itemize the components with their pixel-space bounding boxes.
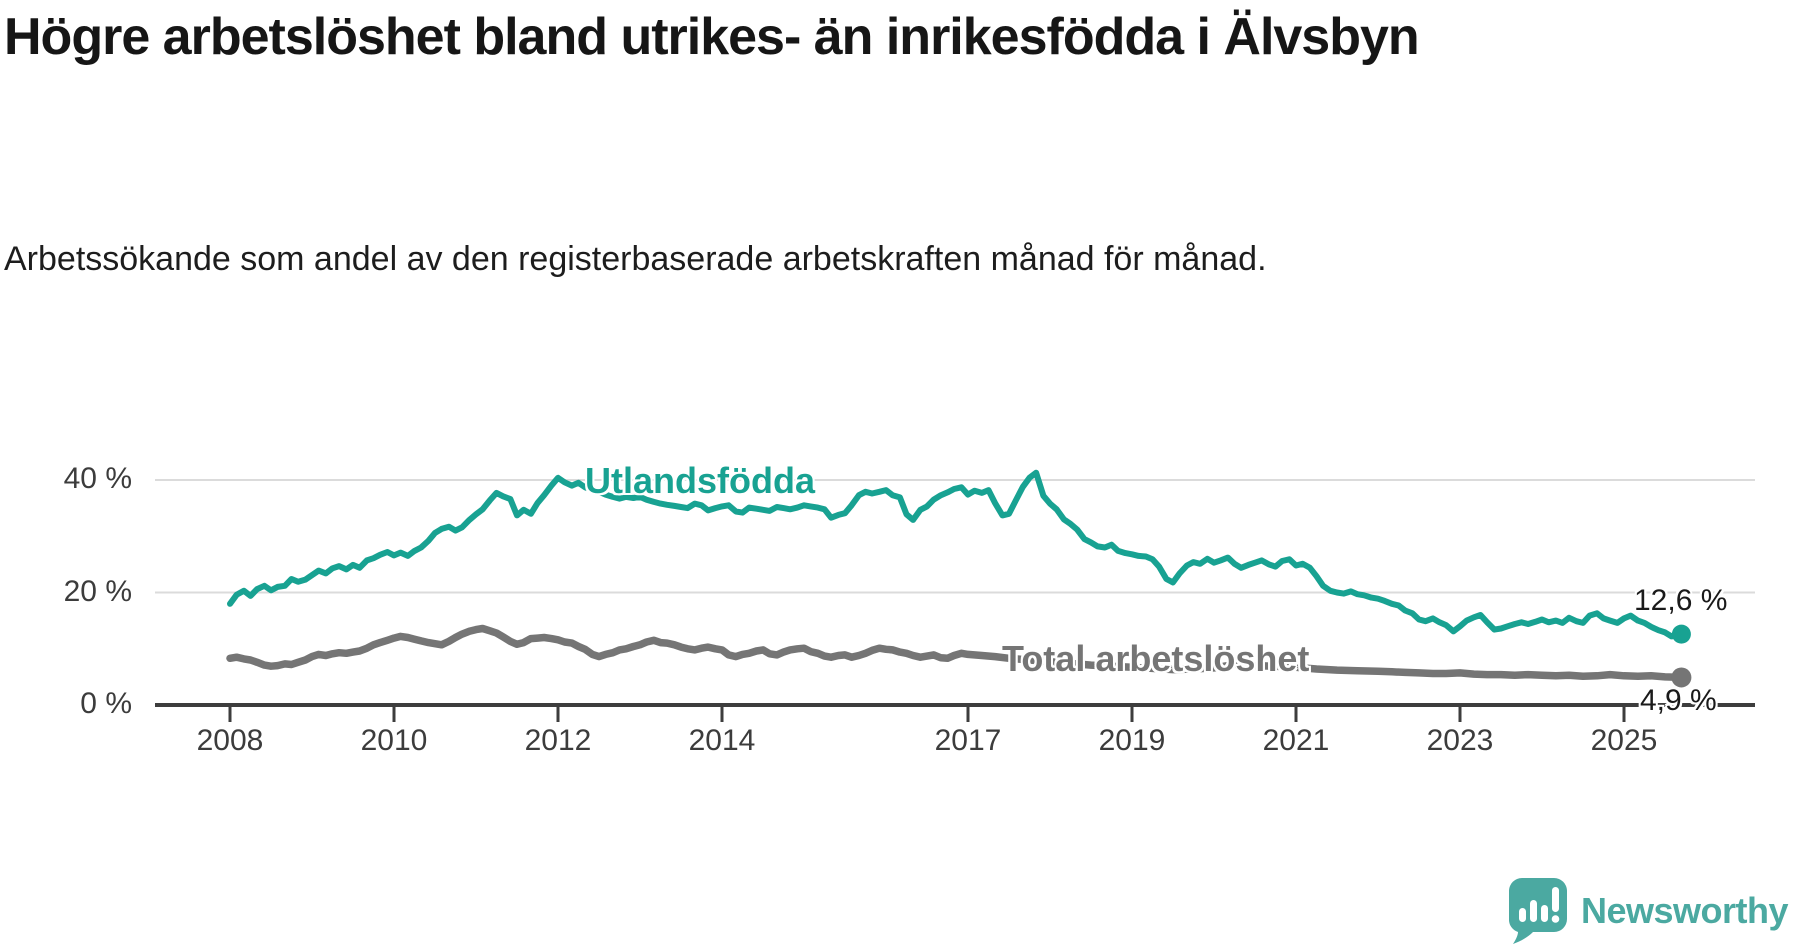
- series-label-total-arbetsloshet: Total arbetslöshet: [1002, 638, 1310, 679]
- x-tick-label: 2008: [196, 724, 264, 757]
- newsworthy-logo-icon: [1508, 878, 1567, 944]
- y-tick-label: 0 %: [80, 687, 132, 720]
- y-tick-label: 20 %: [63, 574, 132, 608]
- x-tick-label: 2010: [360, 724, 428, 757]
- line-total-arbetsloshet: [226, 624, 1686, 682]
- end-value-label-total: 4,9 %: [1640, 684, 1717, 717]
- line-utlandsfodda: [227, 469, 1685, 640]
- series-lines: [226, 469, 1686, 682]
- x-tick-label: 2021: [1262, 724, 1330, 757]
- x-tick-label: 2025: [1590, 724, 1658, 757]
- page-title: Högre arbetslöshet bland utrikes- än inr…: [4, 8, 1420, 66]
- end-dot-utlandsfodda: [1671, 624, 1691, 644]
- x-axis: [155, 703, 1755, 722]
- x-tick-label: 2019: [1098, 724, 1166, 757]
- newsworthy-logo-text: Newsworthy: [1580, 890, 1789, 931]
- x-tick-label: 2023: [1426, 724, 1494, 757]
- end-value-label-utlandsfodda: 12,6 %: [1634, 584, 1728, 617]
- series-label-utlandsfodda: Utlandsfödda: [585, 460, 815, 501]
- series-end-dots: [1671, 624, 1692, 688]
- page-subtitle: Arbetssökande som andel av den registerb…: [4, 240, 1267, 278]
- gridlines: [155, 479, 1755, 594]
- x-tick-label: 2012: [524, 724, 592, 757]
- newsworthy-logo: Newsworthy: [1508, 878, 1789, 944]
- x-tick-label: 2014: [688, 724, 756, 757]
- end-dot-total-arbetsloshet: [1671, 667, 1692, 688]
- x-tick-label: 2017: [934, 724, 1002, 757]
- y-tick-label: 40 %: [63, 462, 132, 495]
